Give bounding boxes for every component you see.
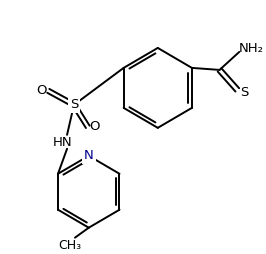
Text: N: N [84, 149, 94, 162]
Text: S: S [70, 98, 78, 111]
Text: S: S [240, 86, 248, 99]
Text: O: O [89, 120, 100, 133]
Text: HN: HN [52, 136, 72, 149]
Text: NH₂: NH₂ [239, 42, 264, 55]
Text: O: O [36, 84, 47, 97]
Text: CH₃: CH₃ [59, 239, 82, 252]
